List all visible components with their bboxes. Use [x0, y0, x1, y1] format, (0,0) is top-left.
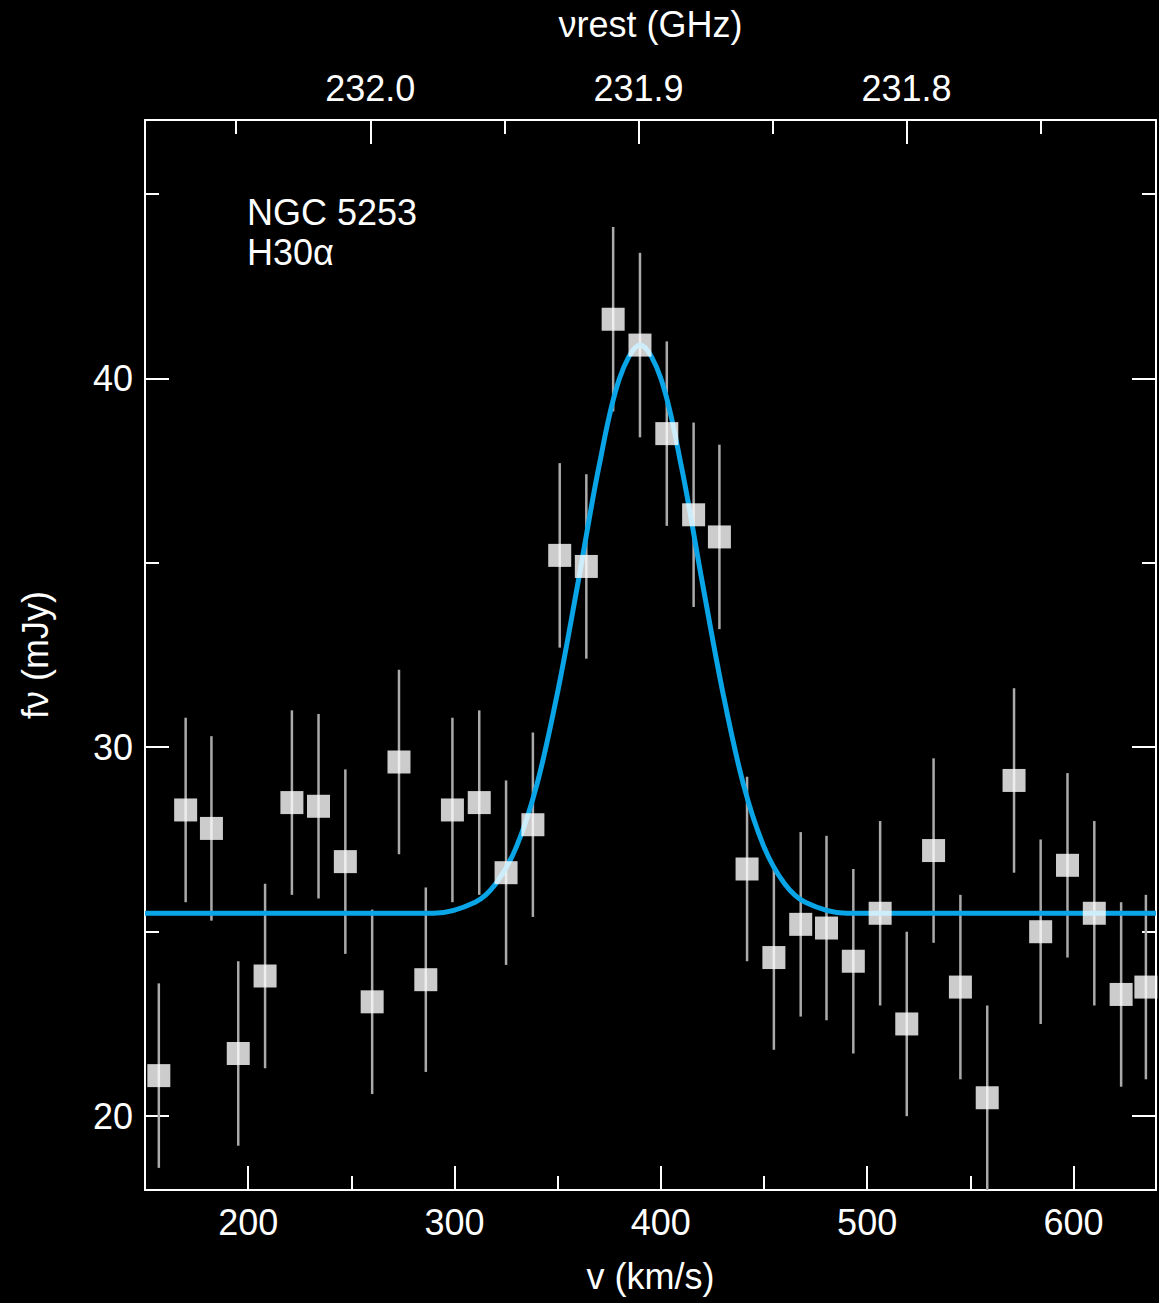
svg-text:231.9: 231.9	[593, 68, 683, 109]
svg-text:400: 400	[631, 1202, 691, 1243]
svg-text:νrest (GHz): νrest (GHz)	[559, 4, 743, 45]
svg-text:300: 300	[424, 1202, 484, 1243]
svg-text:232.0: 232.0	[325, 68, 415, 109]
svg-text:fν (mJy): fν (mJy)	[15, 591, 56, 719]
svg-text:500: 500	[837, 1202, 897, 1243]
svg-text:20: 20	[93, 1096, 133, 1137]
svg-text:600: 600	[1043, 1202, 1103, 1243]
svg-text:NGC 5253: NGC 5253	[247, 192, 417, 233]
svg-text:200: 200	[218, 1202, 278, 1243]
svg-text:H30α: H30α	[247, 232, 334, 273]
svg-text:231.8: 231.8	[862, 68, 952, 109]
svg-text:40: 40	[93, 358, 133, 399]
svg-text:30: 30	[93, 727, 133, 768]
svg-text:v (km/s): v (km/s)	[587, 1256, 715, 1297]
